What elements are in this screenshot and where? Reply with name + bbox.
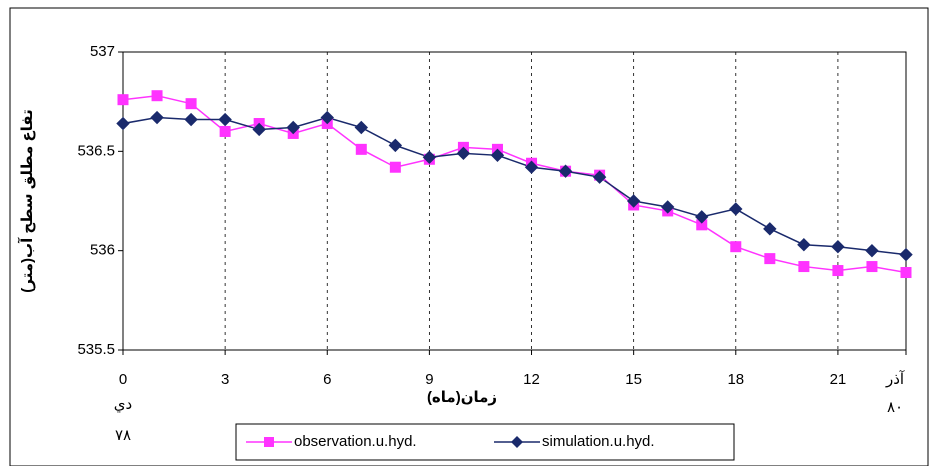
- annotation: ۸۰: [887, 399, 903, 416]
- marker: [798, 261, 810, 273]
- marker: [899, 247, 913, 262]
- series-line: [122, 94, 907, 274]
- marker: [490, 148, 505, 163]
- marker: [832, 265, 844, 277]
- plot-area: [122, 51, 907, 351]
- legend: [235, 423, 735, 461]
- legend-label: simulation.u.hyd.: [542, 433, 655, 450]
- marker: [866, 261, 878, 273]
- legend-label: observation.u.hyd.: [294, 433, 417, 450]
- y-axis-title: تفاع مطلق سطح آب(متر): [18, 109, 36, 292]
- marker: [354, 120, 369, 135]
- y-tick-label: 535.5: [77, 341, 115, 358]
- y-tick-label: 537: [90, 43, 115, 60]
- marker: [355, 143, 367, 155]
- marker: [151, 90, 163, 102]
- marker: [763, 222, 777, 236]
- legend-marker: [264, 437, 274, 447]
- marker: [218, 112, 232, 127]
- x-tick-label: 12: [523, 371, 540, 388]
- marker: [865, 243, 879, 258]
- marker: [592, 170, 607, 184]
- x-tick-label: 21: [830, 371, 847, 388]
- x-axis-title: زمان(ماه): [427, 389, 497, 406]
- marker: [252, 122, 266, 137]
- marker: [797, 237, 811, 252]
- marker: [389, 161, 401, 173]
- marker: [320, 110, 334, 125]
- annotation: ۷۸: [115, 427, 131, 444]
- marker: [185, 98, 197, 110]
- marker: [764, 253, 776, 265]
- marker: [116, 116, 130, 131]
- legend-marker: [511, 436, 523, 448]
- marker: [184, 112, 198, 127]
- marker: [626, 194, 641, 208]
- marker: [286, 120, 300, 135]
- marker: [117, 94, 129, 106]
- marker: [388, 138, 403, 153]
- marker: [150, 110, 164, 125]
- marker: [730, 241, 742, 253]
- marker: [558, 164, 573, 178]
- marker: [422, 150, 437, 165]
- y-tick-label: 536: [90, 242, 115, 259]
- annotation: دي: [114, 396, 132, 414]
- marker: [900, 267, 912, 279]
- marker: [729, 202, 743, 216]
- y-tick-label: 536.5: [77, 142, 115, 159]
- x-tick-label: 3: [221, 371, 229, 388]
- marker: [660, 200, 675, 214]
- x-tick-label: 18: [727, 371, 744, 388]
- x-tick-label: 15: [625, 371, 642, 388]
- chart-frame: [9, 7, 929, 466]
- marker: [831, 239, 845, 254]
- x-tick-label: 0: [119, 371, 127, 388]
- x-tick-label: 6: [323, 371, 331, 388]
- marker: [456, 146, 471, 161]
- marker: [219, 125, 231, 137]
- x-tick-label: آذر: [885, 370, 905, 388]
- x-tick-label: 9: [425, 371, 433, 388]
- marker: [695, 210, 709, 224]
- marker: [524, 160, 539, 174]
- series-line: [122, 116, 907, 256]
